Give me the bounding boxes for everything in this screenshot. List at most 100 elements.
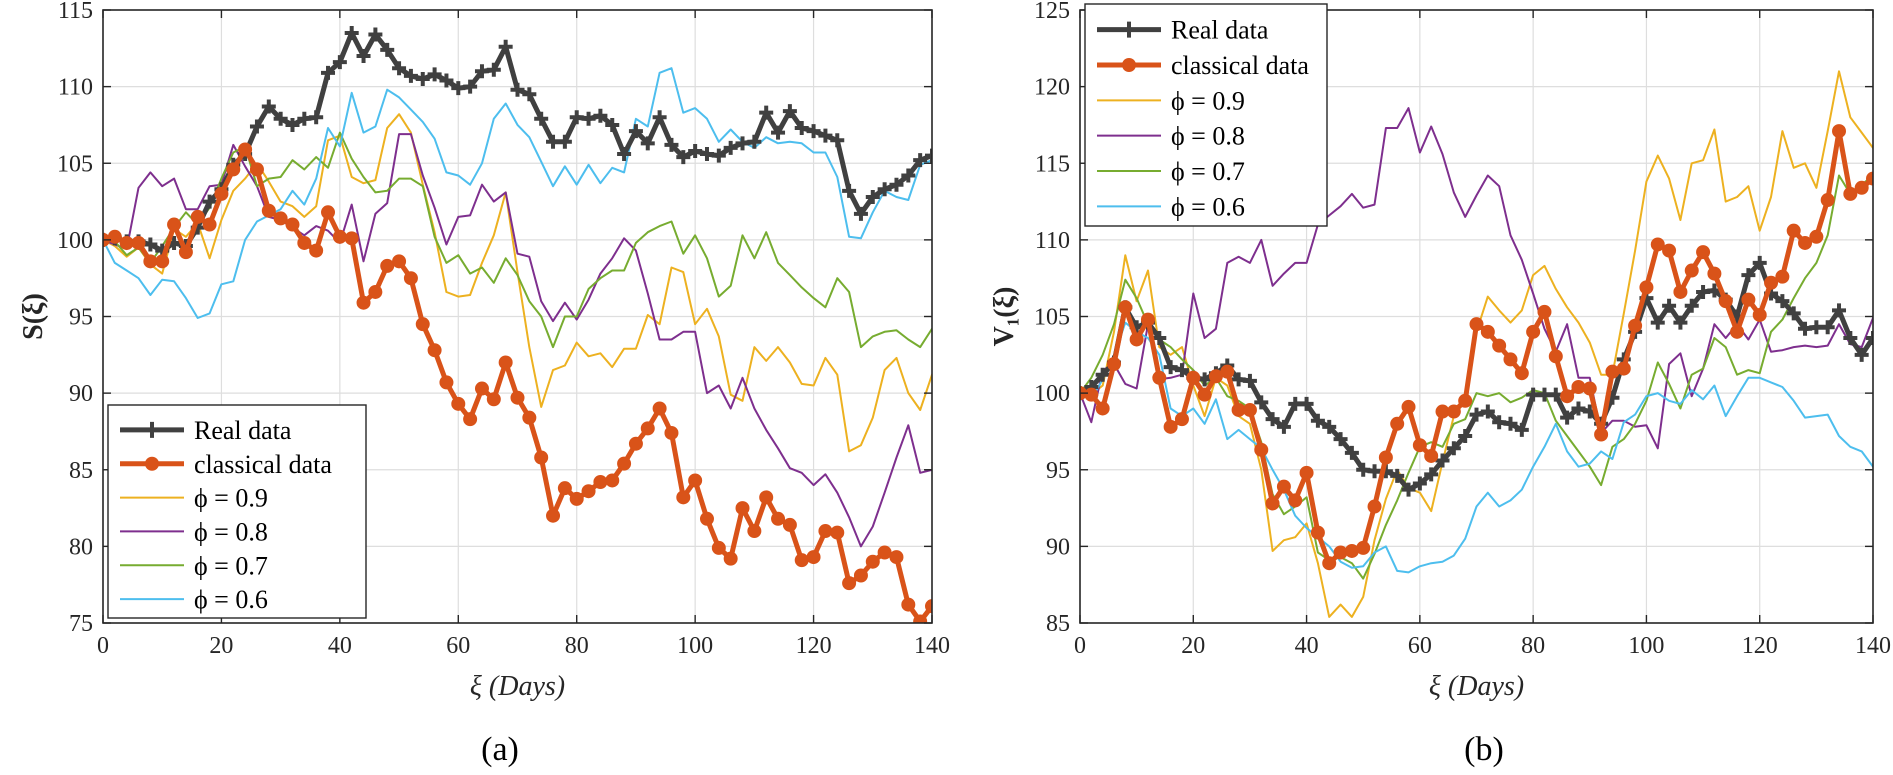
data-point xyxy=(688,473,703,488)
data-point xyxy=(1673,315,1688,330)
data-point xyxy=(249,162,264,177)
data-point xyxy=(1628,318,1643,333)
data-point xyxy=(1503,416,1518,431)
series-line xyxy=(1080,321,1873,574)
legend-label: ϕ = 0.7 xyxy=(1171,157,1245,186)
data-point xyxy=(842,576,857,591)
data-point xyxy=(699,147,714,162)
data-point xyxy=(451,81,466,96)
legend-item: classical data xyxy=(120,450,332,479)
data-point xyxy=(309,243,324,258)
data-point xyxy=(1854,180,1869,195)
x-tick-label: 0 xyxy=(97,633,109,659)
data-point xyxy=(368,284,383,299)
data-point xyxy=(1322,419,1337,434)
data-point xyxy=(1265,412,1280,427)
legend-label: ϕ = 0.6 xyxy=(194,585,268,614)
data-point xyxy=(1662,298,1677,313)
data-point xyxy=(628,436,643,451)
data-point xyxy=(1276,419,1291,434)
data-point xyxy=(699,511,714,526)
y-tick-label: 115 xyxy=(1035,151,1070,177)
data-point xyxy=(1832,303,1847,318)
data-point xyxy=(901,168,916,183)
data-point xyxy=(285,217,300,232)
data-point xyxy=(522,87,537,102)
data-point xyxy=(546,508,561,523)
data-point xyxy=(344,25,359,40)
x-tick-label: 80 xyxy=(565,633,589,659)
data-point xyxy=(1254,395,1269,410)
data-point xyxy=(1458,393,1473,408)
legend-label: ϕ = 0.8 xyxy=(194,517,268,546)
data-point xyxy=(1820,193,1835,208)
data-point xyxy=(1752,307,1767,322)
panel-label: (b) xyxy=(1464,731,1504,768)
data-point xyxy=(1424,467,1439,482)
y-tick-label: 115 xyxy=(58,0,93,24)
data-point xyxy=(1367,499,1382,514)
y-tick-label: 100 xyxy=(1034,381,1070,407)
legend-item: ϕ = 0.6 xyxy=(120,585,268,614)
data-point xyxy=(1435,453,1450,468)
x-tick-label: 0 xyxy=(1074,633,1086,659)
legend-marker xyxy=(144,421,160,438)
data-point xyxy=(865,554,880,569)
data-point xyxy=(782,517,797,532)
data-point xyxy=(1163,419,1178,434)
data-point xyxy=(1186,370,1201,385)
data-point xyxy=(735,136,750,151)
x-tick-label: 40 xyxy=(1295,633,1319,659)
data-point xyxy=(1390,468,1405,483)
data-point xyxy=(1242,402,1257,417)
data-point xyxy=(1843,186,1858,201)
data-point xyxy=(664,137,679,152)
data-point xyxy=(463,412,478,427)
data-point xyxy=(1288,493,1303,508)
data-point xyxy=(1786,223,1801,238)
data-point xyxy=(759,490,774,505)
data-point xyxy=(711,148,726,163)
x-tick-label: 20 xyxy=(1181,633,1205,659)
data-point xyxy=(569,491,584,506)
legend-label: ϕ = 0.9 xyxy=(194,484,268,513)
x-tick-label: 100 xyxy=(1628,633,1664,659)
data-point xyxy=(403,68,418,83)
data-point xyxy=(1764,275,1779,290)
data-point xyxy=(593,108,608,123)
data-point xyxy=(1356,540,1371,555)
data-point xyxy=(439,73,454,88)
data-point xyxy=(605,473,620,488)
y-tick-label: 120 xyxy=(1034,75,1070,101)
data-point xyxy=(451,396,466,411)
data-point xyxy=(261,99,276,114)
data-point xyxy=(119,235,134,250)
data-point xyxy=(190,209,205,224)
data-point xyxy=(1118,300,1133,315)
y-tick-label: 85 xyxy=(1046,611,1070,637)
series-classical-data xyxy=(1080,124,1873,571)
data-point xyxy=(818,524,833,539)
data-point xyxy=(818,128,833,143)
data-point xyxy=(1820,320,1835,335)
legend-item: classical data xyxy=(1097,51,1309,80)
legend: Real data classical data ϕ = 0.9 ϕ = 0.8 ϕ =… xyxy=(107,404,367,619)
data-point xyxy=(569,110,584,125)
data-point xyxy=(1140,312,1155,327)
data-point xyxy=(510,390,525,405)
data-point xyxy=(202,194,217,209)
data-point xyxy=(403,271,418,286)
legend-label: ϕ = 0.8 xyxy=(1171,122,1245,151)
data-point xyxy=(1786,306,1801,321)
data-point xyxy=(522,410,537,425)
data-point xyxy=(652,110,667,125)
legend-item: ϕ = 0.8 xyxy=(1097,122,1245,151)
data-point xyxy=(309,110,324,125)
data-point xyxy=(1276,479,1291,494)
data-point xyxy=(1775,269,1790,284)
data-point xyxy=(1560,410,1575,425)
data-point xyxy=(356,295,371,310)
data-point xyxy=(806,550,821,565)
legend-label: classical data xyxy=(194,450,332,479)
